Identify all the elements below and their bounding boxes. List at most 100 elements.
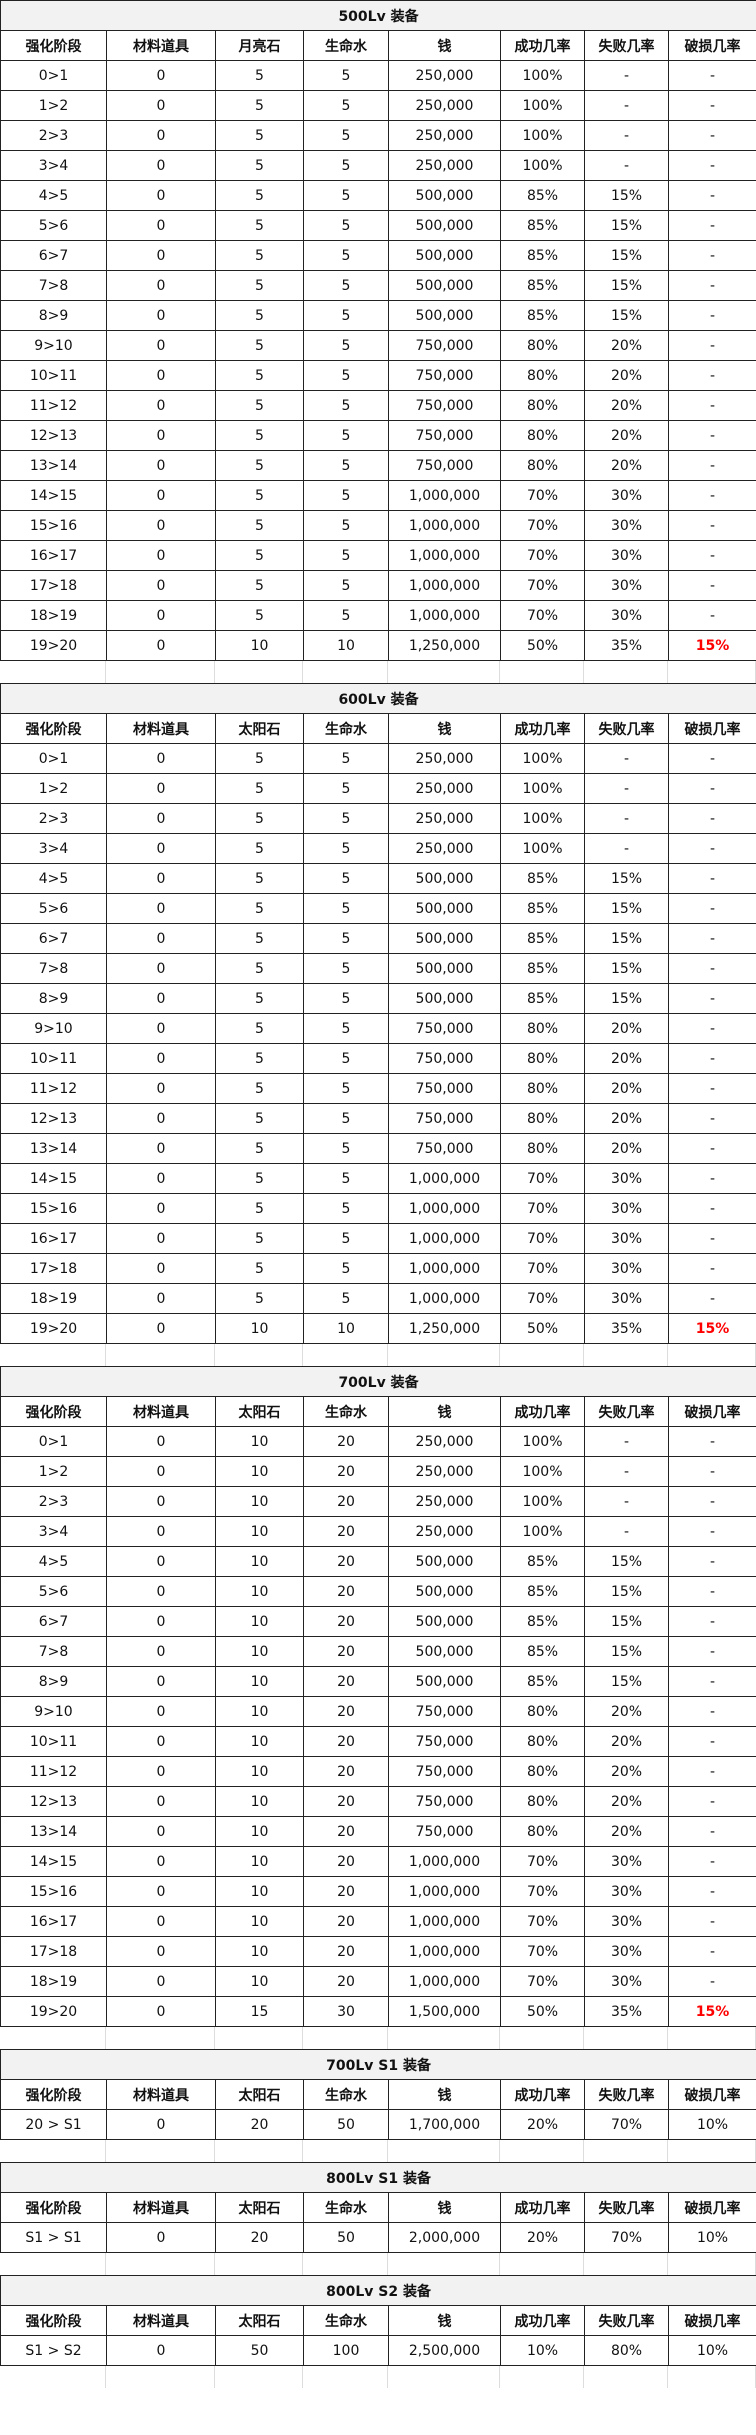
cell: - — [667, 1133, 756, 1164]
data-row: S1 > S1 0 20 50 2,000,000 20% 70% 10% — [0, 2222, 756, 2253]
cell: 1>2 — [0, 1456, 107, 1487]
cell: 0 — [106, 803, 216, 834]
title-row: 600Lv 装备 — [0, 683, 756, 714]
cell: 750,000 — [388, 1756, 501, 1787]
cell: 10% — [667, 2109, 756, 2140]
cell: 0 — [106, 390, 216, 421]
cell: 0 — [106, 1163, 216, 1194]
data-row: 14>15 0 5 5 1,000,000 70% 30% - — [0, 1163, 756, 1194]
cell: 500,000 — [388, 240, 501, 271]
cell: 1,000,000 — [388, 540, 501, 571]
cell: 5 — [215, 450, 304, 481]
data-row: S1 > S2 0 50 100 2,500,000 10% 80% 10% — [0, 2335, 756, 2366]
cell: 500,000 — [388, 923, 501, 954]
cell: 0 — [106, 600, 216, 631]
column-header: 强化阶段 — [0, 2305, 107, 2336]
cell: 5 — [303, 1043, 389, 1074]
cell: 250,000 — [388, 90, 501, 121]
cell: - — [667, 1516, 756, 1547]
cell: 85% — [500, 893, 585, 924]
cell: 30% — [584, 510, 669, 541]
cell: 30% — [584, 1846, 669, 1877]
cell: 20 — [303, 1486, 389, 1517]
cell: 10 — [215, 1816, 304, 1847]
data-row: 19>20 0 10 10 1,250,000 50% 35% 15% — [0, 1313, 756, 1344]
cell: 70% — [500, 1193, 585, 1224]
cell: 20% — [584, 450, 669, 481]
cell: 20% — [584, 1013, 669, 1044]
cell: 2>3 — [0, 120, 107, 151]
cell: 5 — [215, 480, 304, 511]
cell: 20% — [584, 1816, 669, 1847]
cell: 2,000,000 — [388, 2222, 501, 2253]
cell: - — [667, 1043, 756, 1074]
cell: 20% — [584, 1696, 669, 1727]
header-row: 强化阶段 材料道具 太阳石 生命水钱成功几率 失败几率 破损几率 — [0, 713, 756, 744]
cell: 15% — [584, 300, 669, 331]
cell: - — [667, 1456, 756, 1487]
cell: 50% — [500, 1313, 585, 1344]
title-row: 700Lv S1 装备 — [0, 2049, 756, 2080]
cell: - — [584, 1486, 669, 1517]
cell: 5 — [215, 150, 304, 181]
cell: 20 — [303, 1966, 389, 1997]
data-row: 0>1 0 10 20 250,000 100% - - — [0, 1426, 756, 1457]
data-row: 5>6 0 10 20 500,000 85% 15% - — [0, 1576, 756, 1607]
cell: 0 — [106, 1936, 216, 1967]
cell: 70% — [500, 510, 585, 541]
cell: 16>17 — [0, 1223, 107, 1254]
data-row: 19>20 0 10 10 1,250,000 50% 35% 15% — [0, 630, 756, 661]
cell: 20% — [584, 1726, 669, 1757]
title-row: 500Lv 装备 — [0, 0, 756, 31]
cell: 10 — [215, 1786, 304, 1817]
cell: 30% — [584, 1966, 669, 1997]
cell: 0 — [106, 60, 216, 91]
cell: 20 — [303, 1936, 389, 1967]
cell: 500,000 — [388, 1546, 501, 1577]
cell: 10 — [215, 1906, 304, 1937]
cell: 10 — [215, 1516, 304, 1547]
data-row: 16>17 0 5 5 1,000,000 70% 30% - — [0, 1223, 756, 1254]
cell: - — [667, 270, 756, 301]
cell: - — [667, 480, 756, 511]
cell: 30% — [584, 1283, 669, 1314]
cell: 80% — [500, 450, 585, 481]
cell: 0 — [106, 1486, 216, 1517]
cell: 15% — [667, 1313, 756, 1344]
cell: 500,000 — [388, 300, 501, 331]
cell: 20% — [584, 1786, 669, 1817]
data-row: 20 > S1 0 20 50 1,700,000 20% 70% 10% — [0, 2109, 756, 2140]
column-header: 钱 — [388, 2192, 501, 2223]
cell: 5 — [215, 570, 304, 601]
cell: 15% — [584, 270, 669, 301]
cell: 0 — [106, 773, 216, 804]
cell: 5 — [303, 953, 389, 984]
cell: 5 — [303, 803, 389, 834]
cell: 1,000,000 — [388, 1846, 501, 1877]
cell: 0>1 — [0, 1426, 107, 1457]
cell: 0 — [106, 270, 216, 301]
column-header: 强化阶段 — [0, 30, 107, 61]
cell: - — [667, 1876, 756, 1907]
cell: 5 — [215, 90, 304, 121]
data-row: 3>4 0 10 20 250,000 100% - - — [0, 1516, 756, 1547]
cell: 2>3 — [0, 803, 107, 834]
cell: 20% — [584, 1133, 669, 1164]
cell: - — [667, 1546, 756, 1577]
cell: 100% — [500, 803, 585, 834]
cell: 0 — [106, 570, 216, 601]
cell: 30% — [584, 480, 669, 511]
cell: 1,000,000 — [388, 1163, 501, 1194]
cell: 250,000 — [388, 803, 501, 834]
cell: 3>4 — [0, 150, 107, 181]
cell: 20% — [584, 1756, 669, 1787]
cell: 100 — [303, 2335, 389, 2366]
cell: 0 — [106, 1696, 216, 1727]
cell: 5 — [303, 60, 389, 91]
cell: 70% — [500, 570, 585, 601]
cell: 10 — [215, 1666, 304, 1697]
column-header: 破损几率 — [667, 30, 756, 61]
cell: 18>19 — [0, 1283, 107, 1314]
cell: 5 — [303, 300, 389, 331]
